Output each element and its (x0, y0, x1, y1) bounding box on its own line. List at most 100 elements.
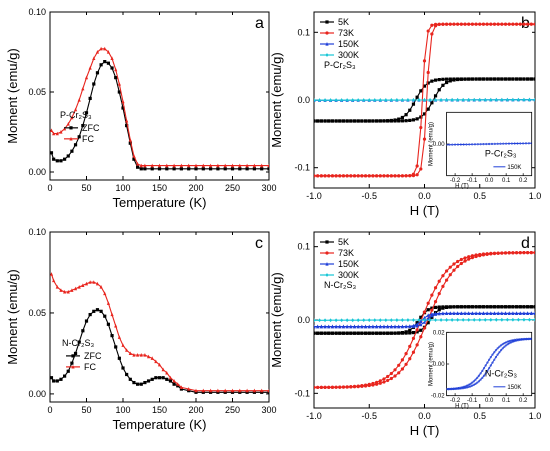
series-zfc (50, 308, 269, 394)
data-point (505, 97, 509, 102)
data-point (400, 324, 404, 329)
data-point (529, 311, 533, 315)
data-point (373, 98, 377, 102)
inset-data-point (491, 361, 494, 364)
data-point (252, 163, 256, 168)
data-point (470, 22, 474, 26)
data-point (363, 383, 368, 387)
legend-label: 5K (338, 17, 349, 27)
inset-data-point (470, 143, 474, 146)
data-point (367, 98, 371, 103)
data-point (363, 324, 368, 329)
data-point (157, 167, 162, 171)
data-point (384, 98, 388, 102)
data-point (393, 174, 397, 178)
data-point (356, 331, 360, 335)
data-point (345, 318, 349, 323)
data-point (360, 384, 364, 388)
data-point (415, 328, 419, 332)
inset-data-point (486, 369, 489, 373)
data-point (382, 119, 386, 123)
inset-data-point (494, 355, 498, 359)
data-point (316, 385, 320, 389)
data-point (114, 67, 118, 72)
data-point (393, 118, 397, 122)
inset-data-point (493, 142, 496, 146)
data-point (157, 163, 162, 168)
data-point (467, 305, 471, 309)
x-axis-title: H (T) (410, 203, 440, 218)
data-point (103, 291, 107, 296)
data-point (341, 331, 346, 335)
data-point (125, 124, 129, 128)
data-point (456, 259, 460, 264)
data-point (411, 118, 416, 122)
data-point (103, 60, 107, 64)
data-point (349, 119, 353, 123)
inset-data-point (502, 142, 505, 145)
data-point (92, 280, 96, 284)
data-point (448, 305, 452, 309)
data-point (50, 151, 54, 155)
data-point (187, 163, 191, 168)
inset-data-point (477, 380, 481, 383)
data-point (411, 323, 416, 328)
data-point (136, 162, 140, 166)
data-point (50, 128, 54, 132)
data-point (50, 376, 54, 380)
inset-data-point (486, 361, 489, 364)
data-point (110, 312, 114, 317)
data-point (92, 82, 96, 86)
data-point (230, 390, 235, 394)
data-point (441, 77, 445, 81)
series-73k (314, 22, 535, 178)
data-point (319, 331, 323, 335)
data-point (340, 98, 344, 103)
data-point (526, 311, 530, 315)
data-point (518, 305, 522, 309)
data-point (165, 370, 169, 375)
data-point (345, 119, 349, 123)
data-point (445, 305, 449, 309)
sample-label: P-Cr₂S₃ (60, 110, 92, 120)
legend-marker (325, 251, 329, 255)
data-point (516, 317, 521, 322)
data-point (492, 22, 497, 26)
data-point (406, 318, 410, 322)
inset-data-point (474, 382, 477, 386)
data-point (507, 251, 511, 255)
data-point (328, 98, 333, 103)
data-point (371, 324, 375, 329)
inset-data-point (465, 143, 468, 146)
data-point (397, 174, 401, 178)
panel-letter: b (521, 15, 530, 32)
data-point (417, 98, 421, 102)
inset-data-point (499, 142, 502, 145)
inset-data-point (451, 143, 454, 146)
data-point (481, 305, 486, 309)
x-tick-label: 50 (81, 405, 91, 415)
data-point (516, 97, 521, 102)
data-point (529, 305, 533, 309)
data-point (99, 309, 103, 313)
data-point (179, 167, 183, 171)
data-point (437, 308, 441, 312)
inset-x-tick-label: 0.1 (502, 398, 511, 404)
data-point (433, 78, 438, 82)
data-point (345, 331, 349, 335)
data-point (430, 312, 434, 316)
data-point (209, 388, 213, 393)
inset-data-point (485, 142, 488, 146)
data-point (426, 107, 430, 111)
data-point (459, 311, 463, 316)
inset-data-point (487, 367, 491, 370)
y-tick-label: 0.05 (28, 87, 46, 97)
data-point (422, 112, 427, 116)
data-point (179, 387, 183, 391)
data-point (117, 82, 121, 86)
data-point (330, 385, 335, 389)
data-point (245, 167, 249, 171)
data-point (66, 154, 70, 158)
data-point (77, 340, 81, 344)
data-point (522, 22, 526, 26)
